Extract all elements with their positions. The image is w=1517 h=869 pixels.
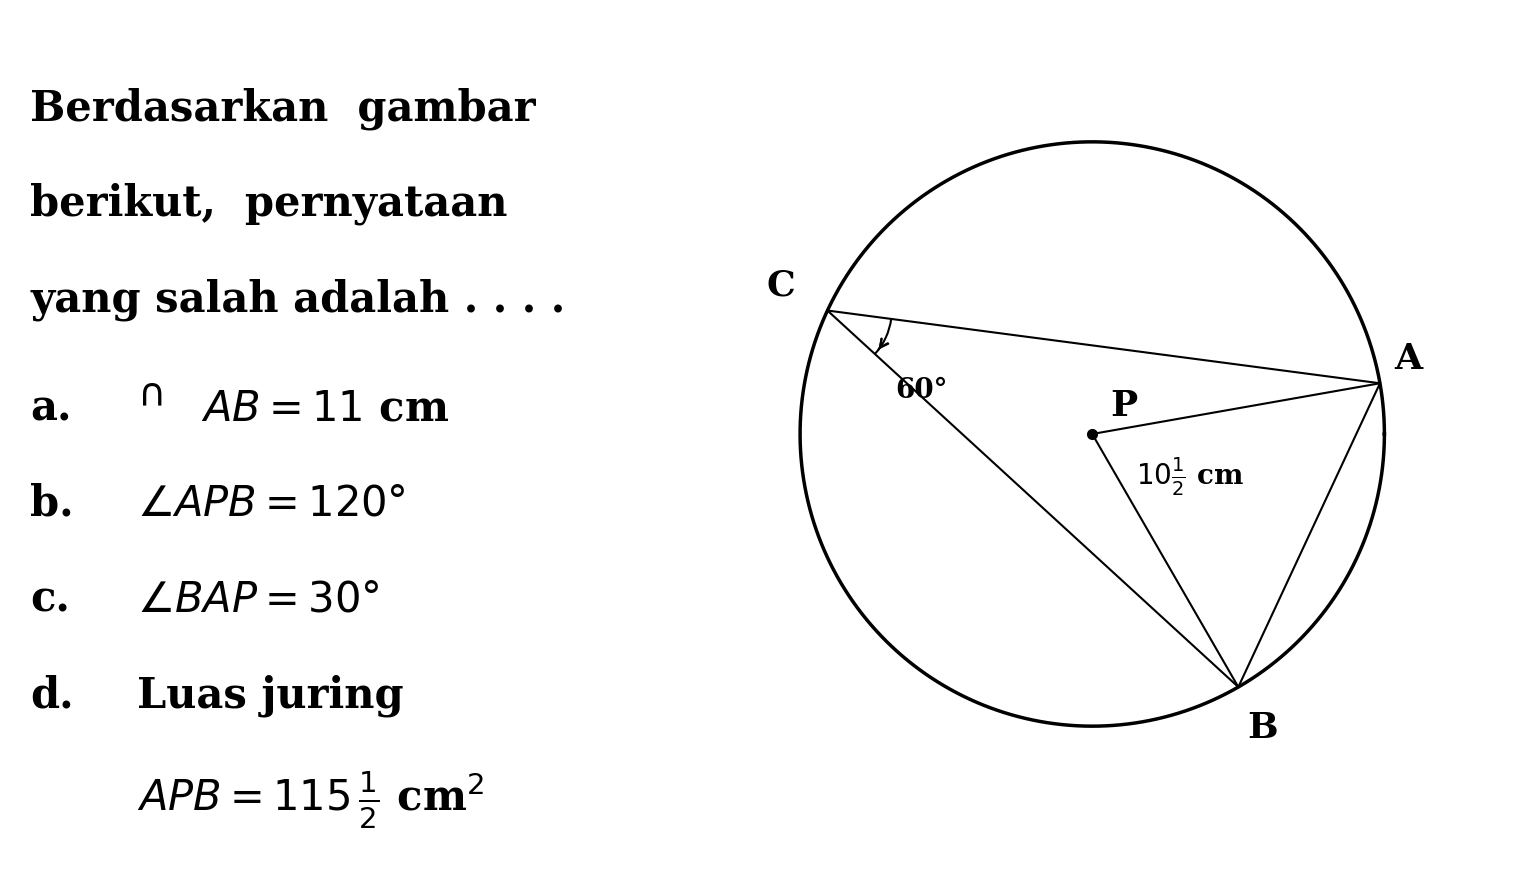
Text: $APB = 115\,\frac{1}{2}$ cm$^2$: $APB = 115\,\frac{1}{2}$ cm$^2$ [137,769,484,830]
Text: b.: b. [30,482,74,524]
Text: $AB = 11$ cm: $AB = 11$ cm [200,387,449,428]
Text: $\angle BAP = 30°$: $\angle BAP = 30°$ [137,578,379,620]
Text: P: P [1110,388,1136,423]
Text: Berdasarkan  gambar: Berdasarkan gambar [30,87,536,129]
Text: Luas juring: Luas juring [137,673,404,716]
Text: $10\frac{1}{2}$ cm: $10\frac{1}{2}$ cm [1136,455,1244,497]
Text: a.: a. [30,387,71,428]
Text: yang salah adalah . . . .: yang salah adalah . . . . [30,278,566,321]
Text: berikut,  pernyataan: berikut, pernyataan [30,182,508,225]
Text: d.: d. [30,673,74,715]
Text: $\angle APB = 120°$: $\angle APB = 120°$ [137,482,405,524]
Text: C: C [766,269,795,302]
Text: 60°: 60° [895,376,948,403]
Text: B: B [1247,711,1277,745]
Text: $\cap$: $\cap$ [137,376,162,415]
Text: A: A [1394,342,1423,375]
Text: c.: c. [30,578,70,620]
